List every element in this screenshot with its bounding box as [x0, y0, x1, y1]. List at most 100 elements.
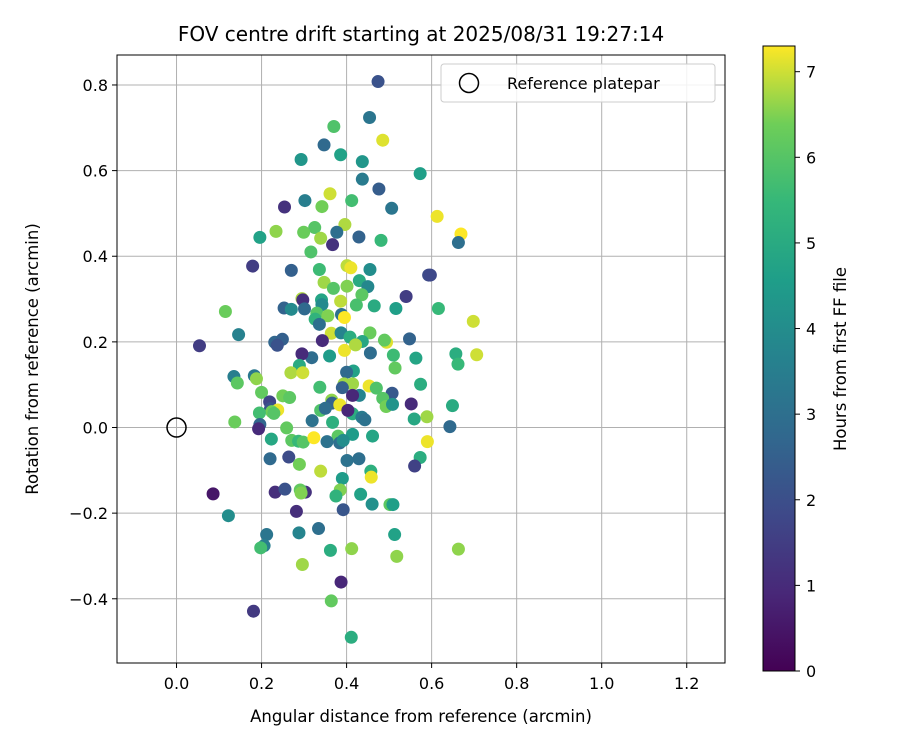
data-point [336, 503, 350, 517]
colorbar-tick-label: 0 [806, 662, 816, 681]
data-point [466, 314, 480, 328]
data-point [326, 281, 340, 295]
x-tick-label: 0.6 [419, 674, 444, 693]
data-point [352, 452, 366, 466]
y-tick-label: 0.0 [83, 419, 108, 438]
colorbar-ticks: 0 1 2 3 4 5 6 7 [795, 63, 816, 681]
data-point [349, 338, 363, 352]
data-point [338, 218, 352, 232]
data-point [249, 372, 263, 386]
data-point [372, 182, 386, 196]
data-point [329, 489, 343, 503]
data-point [408, 459, 422, 473]
data-point [305, 351, 319, 365]
data-point [386, 397, 400, 411]
data-point [324, 594, 338, 608]
data-point [228, 415, 242, 429]
data-point [340, 453, 354, 467]
data-point [315, 200, 329, 214]
data-point [414, 377, 428, 391]
data-point [340, 365, 354, 379]
data-point [354, 487, 368, 501]
data-point [246, 604, 260, 618]
data-point [327, 120, 341, 134]
data-point [294, 486, 308, 500]
colorbar-gradient [762, 45, 796, 672]
data-point [254, 541, 268, 555]
data-point [326, 415, 340, 429]
data-point [423, 268, 437, 282]
data-point [336, 433, 350, 447]
data-point [312, 317, 326, 331]
data-point [364, 470, 378, 484]
data-point [315, 334, 329, 348]
chart-title: FOV centre drift starting at 2025/08/31 … [178, 22, 664, 46]
data-point [305, 414, 319, 428]
x-axis-ticks: 0.0 0.2 0.4 0.6 0.8 1.0 1.2 [164, 663, 699, 693]
data-point [335, 381, 349, 395]
data-point [344, 261, 358, 275]
data-point [330, 225, 344, 239]
data-point [388, 361, 402, 375]
data-point [341, 403, 355, 417]
data-point [390, 549, 404, 563]
data-point [371, 75, 385, 89]
data-point [431, 301, 445, 315]
data-point [346, 388, 360, 402]
data-point [324, 326, 338, 340]
data-point [345, 194, 359, 208]
y-tick-label: 0.4 [83, 247, 108, 266]
x-tick-label: 1.0 [589, 674, 614, 693]
data-point [297, 225, 311, 239]
data-point [413, 167, 427, 181]
data-point [304, 245, 318, 259]
data-point [404, 397, 418, 411]
data-point [317, 275, 331, 289]
data-point [386, 498, 400, 512]
data-point [386, 348, 400, 362]
data-point [366, 429, 380, 443]
y-tick-label: −0.2 [69, 504, 108, 523]
data-point [363, 326, 377, 340]
data-point [374, 233, 388, 247]
data-point [284, 302, 298, 316]
data-point [295, 347, 309, 361]
data-point [376, 133, 390, 147]
data-point [296, 435, 310, 449]
legend-box [440, 63, 716, 103]
data-point [269, 224, 283, 238]
data-point [399, 289, 413, 303]
data-point [284, 263, 298, 277]
data-point [232, 328, 246, 342]
data-point [282, 450, 296, 464]
data-point [355, 172, 369, 186]
data-point [389, 301, 403, 315]
data-point [409, 351, 423, 365]
legend: Reference platepar [440, 63, 716, 103]
data-point [246, 259, 260, 273]
data-point [355, 155, 369, 169]
data-point [312, 263, 326, 277]
data-point [326, 238, 340, 252]
data-point [314, 464, 328, 478]
data-point [363, 111, 377, 125]
reference-point-marker [166, 417, 187, 438]
data-point [264, 432, 278, 446]
data-point [334, 294, 348, 308]
colorbar: 0 1 2 3 4 5 6 7 Hours from first FF file [762, 45, 850, 681]
data-point [289, 504, 303, 518]
data-point [323, 187, 337, 201]
data-point [346, 427, 360, 441]
legend-marker-icon [458, 72, 480, 94]
colorbar-tick-label: 6 [806, 148, 816, 167]
data-point [363, 263, 377, 277]
data-point [352, 230, 366, 244]
data-point [320, 435, 334, 449]
data-point [345, 542, 359, 556]
data-point [334, 575, 348, 589]
x-tick-label: 0.2 [249, 674, 274, 693]
colorbar-label: Hours from first FF file [831, 267, 850, 451]
data-point [280, 421, 294, 435]
data-point [270, 338, 284, 352]
colorbar-tick-label: 4 [806, 320, 816, 339]
